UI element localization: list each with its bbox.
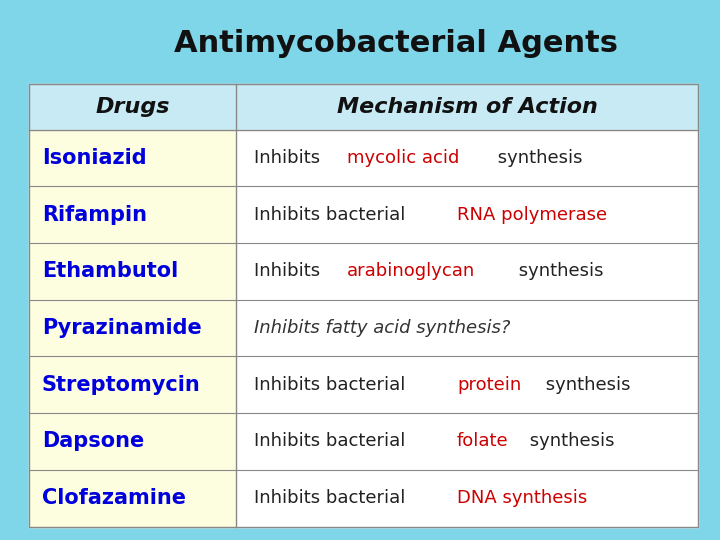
Text: synthesis: synthesis xyxy=(513,262,603,280)
Bar xyxy=(29,470,236,526)
Text: mycolic acid: mycolic acid xyxy=(347,149,459,167)
Bar xyxy=(236,356,698,413)
Text: Pyrazinamide: Pyrazinamide xyxy=(42,318,202,338)
Text: Antimycobacterial Agents: Antimycobacterial Agents xyxy=(174,29,618,58)
Bar xyxy=(29,84,698,526)
Text: Inhibits: Inhibits xyxy=(254,262,326,280)
Text: Dapsone: Dapsone xyxy=(42,431,144,451)
Text: Inhibits bacterial: Inhibits bacterial xyxy=(254,489,412,507)
Text: Inhibits bacterial: Inhibits bacterial xyxy=(254,433,412,450)
Bar xyxy=(236,243,698,300)
Bar xyxy=(29,300,236,356)
Text: Inhibits bacterial: Inhibits bacterial xyxy=(254,376,412,394)
Text: synthesis: synthesis xyxy=(492,149,582,167)
Text: RNA polymerase: RNA polymerase xyxy=(457,206,607,224)
Bar xyxy=(236,413,698,470)
Text: Mechanism of Action: Mechanism of Action xyxy=(337,97,598,117)
Bar xyxy=(29,84,698,526)
Text: Streptomycin: Streptomycin xyxy=(42,375,200,395)
Bar xyxy=(236,130,698,186)
Bar xyxy=(236,300,698,356)
Text: synthesis: synthesis xyxy=(540,376,631,394)
Bar xyxy=(29,413,236,470)
Bar xyxy=(29,84,698,130)
Text: Inhibits: Inhibits xyxy=(254,149,326,167)
Bar xyxy=(236,470,698,526)
Text: arabinoglycan: arabinoglycan xyxy=(347,262,475,280)
Text: Rifampin: Rifampin xyxy=(42,205,147,225)
Text: Isoniazid: Isoniazid xyxy=(42,148,146,168)
Text: Inhibits fatty acid synthesis?: Inhibits fatty acid synthesis? xyxy=(254,319,510,337)
Text: protein: protein xyxy=(457,376,521,394)
Text: DNA synthesis: DNA synthesis xyxy=(457,489,588,507)
Text: synthesis: synthesis xyxy=(523,433,614,450)
Bar xyxy=(29,243,236,300)
Bar xyxy=(236,186,698,243)
Text: Clofazamine: Clofazamine xyxy=(42,488,186,508)
Bar xyxy=(29,186,236,243)
Text: Inhibits bacterial: Inhibits bacterial xyxy=(254,206,412,224)
Bar xyxy=(29,356,236,413)
Text: Drugs: Drugs xyxy=(95,97,170,117)
Bar xyxy=(29,130,236,186)
Text: folate: folate xyxy=(457,433,509,450)
Text: Ethambutol: Ethambutol xyxy=(42,261,178,281)
